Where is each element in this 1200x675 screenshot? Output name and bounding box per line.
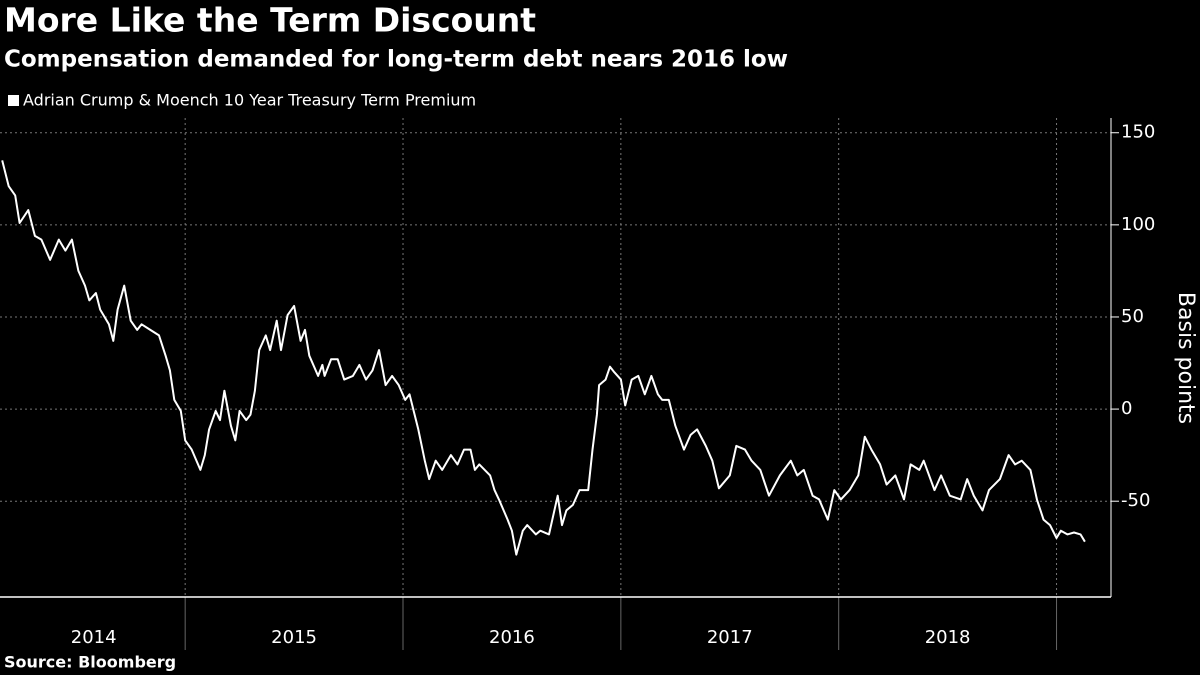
source: Source: Bloomberg: [4, 653, 176, 672]
y-tick-label: 0: [1121, 398, 1132, 419]
y-tick-label: 100: [1121, 214, 1155, 235]
chart-title: More Like the Term Discount: [4, 1, 536, 40]
legend-label: Adrian Crump & Moench 10 Year Treasury T…: [23, 91, 476, 110]
x-tick-label: 2016: [489, 627, 535, 648]
chart-subtitle: Compensation demanded for long-term debt…: [4, 47, 788, 73]
y-tick-label: -50: [1121, 490, 1150, 511]
x-tick-label: 2018: [925, 627, 971, 648]
x-tick-label: 2014: [71, 627, 117, 648]
y-tick-label: 150: [1121, 122, 1155, 143]
legend-swatch: [8, 95, 19, 106]
series-line: [1, 160, 1086, 556]
y-tick-label: 50: [1121, 306, 1144, 327]
y-axis-title: Basis points: [1173, 292, 1198, 424]
x-tick-label: 2015: [271, 627, 317, 648]
x-tick-label: 2017: [707, 627, 753, 648]
